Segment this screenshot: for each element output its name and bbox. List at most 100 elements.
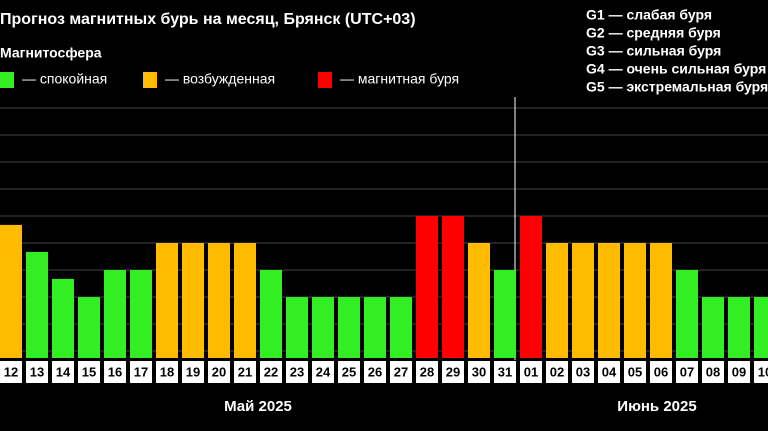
x-tick-label: 20: [212, 364, 226, 379]
x-tick-label: 29: [446, 364, 460, 379]
x-tick-label: 05: [628, 364, 642, 379]
x-tick-label: 01: [524, 364, 538, 379]
x-tick-label: 02: [550, 364, 564, 379]
x-tick-label: 16: [108, 364, 122, 379]
day-box: [0, 361, 22, 383]
day-box: [520, 361, 542, 383]
x-tick-label: 15: [82, 364, 96, 379]
bar: [286, 297, 308, 358]
day-box: [702, 361, 724, 383]
month-label: Июнь 2025: [617, 398, 696, 415]
bar: [208, 243, 230, 358]
x-tick-label: 26: [368, 364, 382, 379]
scale-note: G2 — средняя буря: [586, 25, 721, 41]
bar: [728, 297, 750, 358]
bar: [338, 297, 360, 358]
bar: [234, 243, 256, 358]
bar: [650, 243, 672, 358]
legend-title: Магнитосфера: [0, 45, 102, 61]
x-tick-label: 04: [602, 364, 617, 379]
bar: [442, 216, 464, 358]
legend-label: — возбужденная: [165, 71, 275, 87]
day-box: [650, 361, 672, 383]
x-tick-label: 18: [160, 364, 174, 379]
scale-note: G3 — сильная буря: [586, 43, 721, 59]
bar: [624, 243, 646, 358]
day-box: [338, 361, 360, 383]
bar: [26, 251, 48, 358]
day-box: [676, 361, 698, 383]
x-tick-label: 19: [186, 364, 200, 379]
bar: [0, 224, 22, 358]
bar: [182, 243, 204, 358]
day-box: [130, 361, 152, 383]
bar: [572, 243, 594, 358]
chart-title: Прогноз магнитных бурь на месяц, Брянск …: [0, 11, 416, 28]
bar: [702, 297, 724, 358]
bar: [468, 243, 490, 358]
month-label: Май 2025: [224, 398, 292, 415]
x-tick-label: 25: [342, 364, 356, 379]
legend-swatch: [143, 72, 157, 88]
x-tick-label: 14: [56, 364, 71, 379]
day-box: [260, 361, 282, 383]
day-box: [182, 361, 204, 383]
x-tick-label: 22: [264, 364, 278, 379]
x-tick-label: 12: [4, 364, 18, 379]
legend-label: — спокойная: [22, 71, 107, 87]
bar: [676, 270, 698, 358]
day-box: [156, 361, 178, 383]
bar: [546, 243, 568, 358]
x-tick-label: 03: [576, 364, 590, 379]
bar: [104, 270, 126, 358]
x-tick-label: 24: [316, 364, 331, 379]
day-box: [390, 361, 412, 383]
bar: [260, 270, 282, 358]
day-box: [598, 361, 620, 383]
x-tick-label: 23: [290, 364, 304, 379]
day-box: [234, 361, 256, 383]
day-box: [416, 361, 438, 383]
x-tick-label: 27: [394, 364, 408, 379]
day-box: [26, 361, 48, 383]
day-box: [468, 361, 490, 383]
x-tick-label: 10: [758, 364, 768, 379]
x-tick-label: 07: [680, 364, 694, 379]
bar: [364, 297, 386, 358]
legend-label: — магнитная буря: [340, 71, 459, 87]
x-tick-label: 08: [706, 364, 720, 379]
day-box: [572, 361, 594, 383]
legend-swatch: [0, 72, 14, 88]
day-box: [546, 361, 568, 383]
day-box: [78, 361, 100, 383]
x-tick-label: 30: [472, 364, 486, 379]
bar: [494, 270, 516, 358]
bar: [312, 297, 334, 358]
bar: [598, 243, 620, 358]
day-box: [208, 361, 230, 383]
day-box: [312, 361, 334, 383]
day-box: [494, 361, 516, 383]
bar: [390, 297, 412, 358]
day-box: [728, 361, 750, 383]
x-tick-label: 09: [732, 364, 746, 379]
bar: [416, 216, 438, 358]
x-tick-label: 21: [238, 364, 252, 379]
scale-note: G5 — экстремальная буря: [586, 79, 768, 95]
bar: [130, 270, 152, 358]
day-box: [364, 361, 386, 383]
scale-note: G1 — слабая буря: [586, 7, 712, 23]
bar: [52, 278, 74, 358]
x-tick-label: 06: [654, 364, 668, 379]
legend-swatch: [318, 72, 332, 88]
day-box: [104, 361, 126, 383]
bar: [78, 297, 100, 358]
bar: [156, 243, 178, 358]
day-box: [442, 361, 464, 383]
day-box: [754, 361, 768, 383]
day-box: [624, 361, 646, 383]
day-box: [286, 361, 308, 383]
x-tick-label: 28: [420, 364, 434, 379]
x-tick-label: 31: [498, 364, 512, 379]
